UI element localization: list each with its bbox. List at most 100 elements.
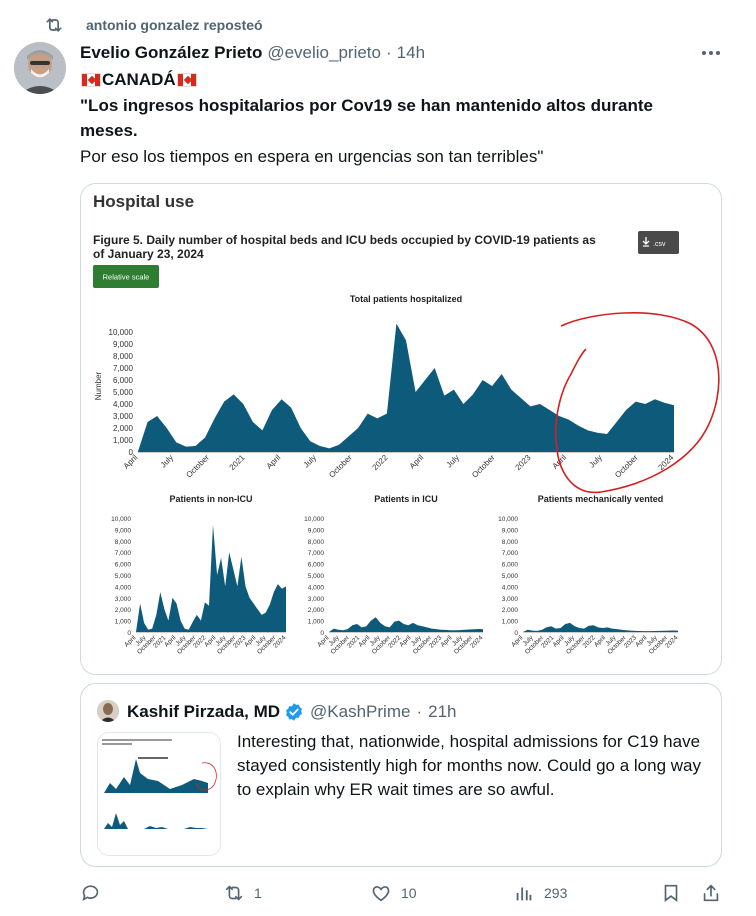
bookmark-icon — [664, 884, 678, 902]
y-tick-label: 1,000 — [115, 619, 132, 626]
y-tick-label: 9,000 — [113, 340, 134, 349]
tweet-text-line-3: meses. — [80, 121, 138, 140]
y-tick-label: 10,000 — [304, 516, 324, 523]
y-tick-label: 8,000 — [502, 539, 519, 546]
like-count: 10 — [401, 885, 417, 901]
series-area — [138, 323, 674, 452]
y-tick-label: 4,000 — [308, 584, 325, 591]
tweet-action-bar: 1 10 293 — [80, 880, 740, 910]
author-avatar[interactable] — [14, 42, 66, 94]
y-tick-label: 6,000 — [502, 562, 519, 569]
quoted-tweet-card[interactable]: Kashif Pirzada, MD @KashPrime · 21h Inte… — [80, 683, 722, 867]
separator: · — [385, 43, 392, 62]
figure-caption-2: of January 23, 2024 — [93, 247, 204, 261]
download-icon — [642, 237, 650, 247]
y-tick-label: 10,000 — [109, 328, 134, 337]
repost-button[interactable]: 1 — [223, 882, 262, 904]
views-count: 293 — [544, 885, 568, 901]
repost-icon — [46, 18, 62, 32]
y-tick-label: 2,000 — [115, 607, 132, 614]
y-tick-label: 2,000 — [308, 607, 325, 614]
verified-badge-icon — [286, 703, 302, 721]
csv-download-button[interactable]: .csv — [638, 231, 679, 254]
csv-label: .csv — [653, 241, 666, 248]
y-tick-label: 3,000 — [115, 596, 132, 603]
y-tick-label: 7,000 — [502, 550, 519, 557]
tweet-timestamp[interactable]: 14h — [396, 43, 426, 62]
repost-text: antonio gonzalez reposteó — [86, 17, 263, 33]
canada-flag-icon — [176, 73, 197, 87]
y-tick-label: 9,000 — [502, 527, 519, 534]
y-tick-label: 7,000 — [115, 550, 132, 557]
tweet-header: Evelio González Prieto @evelio_prieto · … — [80, 42, 425, 64]
y-tick-label: 10,000 — [111, 516, 131, 523]
y-tick-label: 3,000 — [502, 596, 519, 603]
y-tick-label: 5,000 — [308, 573, 325, 580]
views-button[interactable]: 293 — [513, 882, 567, 904]
chart-title: Patients mechanically vented — [538, 494, 664, 504]
y-tick-label: 4,000 — [502, 584, 519, 591]
y-tick-label: 1,000 — [308, 619, 325, 626]
y-tick-label: 5,000 — [113, 388, 134, 397]
tweet-text-line-2: "Los ingresos hospitalarios por Cov19 se… — [80, 96, 653, 115]
y-tick-label: 4,000 — [115, 584, 132, 591]
y-tick-label: 9,000 — [308, 527, 325, 534]
y-tick-label: 6,000 — [113, 376, 134, 385]
chart-title: Patients in non-ICU — [170, 494, 253, 504]
share-icon — [703, 884, 719, 902]
quoted-media-thumbnail[interactable] — [97, 732, 221, 856]
heart-icon — [372, 886, 390, 902]
y-tick-label: 3,000 — [113, 412, 134, 421]
chart-title: Total patients hospitalized — [350, 294, 462, 304]
y-tick-label: 7,000 — [113, 364, 134, 373]
canada-flag-icon — [81, 73, 101, 87]
quoted-author-handle[interactable]: @KashPrime — [310, 702, 411, 721]
repost-icon — [225, 885, 243, 901]
share-button[interactable] — [700, 882, 722, 904]
figure-caption-1: Figure 5. Daily number of hospital beds … — [93, 233, 596, 247]
repost-count: 1 — [254, 885, 262, 901]
tweet-media-image[interactable]: Hospital use Figure 5. Daily number of h… — [80, 183, 722, 675]
y-tick-label: 8,000 — [308, 539, 325, 546]
quoted-tweet-timestamp[interactable]: 21h — [428, 702, 457, 721]
red-annotation-circle — [554, 312, 720, 494]
quoted-tweet-text: Interesting that, nationwide, hospital a… — [237, 732, 701, 799]
bookmark-button[interactable] — [660, 882, 682, 904]
like-button[interactable]: 10 — [370, 882, 417, 904]
y-tick-label: 6,000 — [115, 562, 132, 569]
y-tick-label: 0 — [127, 630, 131, 637]
y-tick-label: 9,000 — [115, 527, 132, 534]
series-area — [136, 524, 286, 632]
figure-header: Hospital use — [93, 192, 194, 211]
chart-title: Patients in ICU — [374, 494, 438, 504]
relative-scale-button[interactable]: Relative scale — [93, 265, 159, 288]
repost-indicator[interactable]: antonio gonzalez reposteó — [44, 14, 263, 36]
author-name[interactable]: Evelio González Prieto — [80, 43, 263, 62]
y-tick-label: 4,000 — [113, 400, 134, 409]
views-chart-icon — [516, 887, 532, 901]
reply-button[interactable] — [80, 882, 111, 904]
tweet-text-line-4: Por eso los tiempos en espera en urgenci… — [80, 147, 544, 166]
y-tick-label: 1,000 — [113, 436, 134, 445]
author-handle[interactable]: @evelio_prieto — [267, 43, 381, 62]
y-tick-label: 2,000 — [502, 607, 519, 614]
relative-scale-label: Relative scale — [103, 273, 150, 282]
reply-icon — [82, 885, 99, 902]
y-tick-label: 6,000 — [308, 562, 325, 569]
y-tick-label: 3,000 — [308, 596, 325, 603]
tweet-text-line-1: CANADÁ — [80, 68, 198, 92]
y-tick-label: 8,000 — [113, 352, 134, 361]
y-tick-label: 0 — [514, 630, 518, 637]
quoted-author-name[interactable]: Kashif Pirzada, MD — [127, 702, 281, 721]
y-tick-label: 1,000 — [502, 619, 519, 626]
quoted-author-avatar[interactable] — [97, 700, 119, 722]
y-tick-label: 0 — [129, 448, 134, 457]
tweet-text-country: CANADÁ — [102, 70, 176, 89]
y-tick-label: 5,000 — [502, 573, 519, 580]
y-axis-label: Number — [94, 371, 103, 400]
y-tick-label: 10,000 — [498, 516, 518, 523]
y-tick-label: 2,000 — [113, 424, 134, 433]
more-options-icon[interactable] — [700, 44, 722, 62]
y-tick-label: 0 — [320, 630, 324, 637]
series-area — [523, 622, 678, 632]
